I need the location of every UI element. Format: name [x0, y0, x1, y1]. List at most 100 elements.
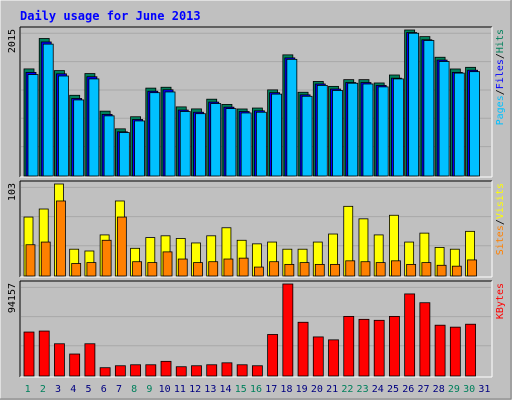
bar-kbytes-day-19 [297, 321, 309, 377]
bar-pages-day-3 [58, 75, 69, 177]
y-max-label: 94157 [7, 283, 18, 313]
day-label-9: 9 [146, 384, 152, 395]
bar-kbytes-day-30 [465, 323, 476, 377]
bar-kbytes-day-24 [373, 319, 385, 377]
legend-entry: Files [495, 59, 506, 89]
bar-kbytes-day-16 [251, 365, 263, 377]
day-label-8: 8 [131, 384, 137, 395]
day-label-14: 14 [220, 384, 232, 395]
legend-entry: KBytes [495, 283, 506, 319]
bar-sites-day-16 [253, 266, 264, 277]
day-label-1: 1 [25, 384, 31, 395]
bar-pages-day-1 [27, 74, 39, 177]
bar-kbytes-day-11 [175, 366, 187, 377]
bar-pages-day-5 [88, 78, 100, 177]
day-label-2: 2 [40, 384, 46, 395]
bar-pages-day-24 [377, 86, 389, 177]
bar-kbytes-day-18 [282, 283, 294, 377]
bar-kbytes-day-13 [206, 364, 218, 377]
bar-kbytes-day-15 [236, 364, 248, 377]
bar-pages-day-26 [408, 32, 420, 177]
day-label-7: 7 [116, 384, 122, 395]
legend-entry: / [495, 219, 506, 225]
bar-sites-day-27 [421, 262, 432, 277]
bar-pages-day-2 [42, 43, 54, 177]
day-label-20: 20 [311, 384, 323, 395]
bar-kbytes-day-3 [54, 343, 65, 377]
bar-pages-day-6 [103, 115, 115, 177]
day-label-28: 28 [433, 384, 445, 395]
bar-kbytes-day-12 [191, 365, 202, 377]
bar-pages-day-21 [332, 90, 343, 177]
bar-pages-day-10 [164, 91, 176, 177]
bar-kbytes-day-21 [328, 339, 339, 377]
bar-kbytes-day-28 [434, 324, 446, 377]
bar-sites-day-25 [391, 260, 401, 277]
bar-pages-day-22 [347, 82, 359, 177]
bar-pages-day-15 [240, 112, 252, 177]
day-label-29: 29 [448, 384, 460, 395]
legend-entry: Visits [495, 183, 506, 219]
bar-kbytes-day-25 [389, 315, 400, 377]
bar-pages-day-20 [316, 85, 328, 177]
bar-pages-day-13 [210, 103, 222, 177]
bar-pages-day-25 [393, 78, 404, 177]
bar-sites-day-10 [162, 251, 173, 277]
bar-kbytes-day-6 [99, 367, 111, 377]
day-label-23: 23 [357, 384, 369, 395]
bar-sites-day-4 [71, 263, 82, 277]
bar-kbytes-day-4 [69, 353, 81, 377]
bar-pages-day-18 [286, 58, 298, 177]
legend-entry: / [495, 89, 506, 95]
bar-sites-day-9 [147, 262, 158, 277]
bar-kbytes-day-26 [404, 293, 416, 377]
bar-sites-day-20 [314, 263, 325, 277]
day-label-24: 24 [372, 384, 384, 395]
y-max-label: 2015 [7, 29, 18, 53]
legend-panel-2: Sites/Visits [495, 183, 506, 255]
panel-kbytes: 94157 [7, 280, 493, 378]
bar-sites-day-28 [436, 264, 447, 277]
legend-entry: Hits [495, 29, 506, 53]
bar-sites-day-24 [375, 262, 386, 277]
bar-kbytes-day-9 [145, 364, 157, 377]
bar-kbytes-day-14 [221, 362, 233, 377]
bar-sites-day-7 [116, 216, 127, 277]
bar-pages-day-16 [255, 111, 267, 177]
day-label-5: 5 [86, 384, 92, 395]
day-label-19: 19 [296, 384, 308, 395]
bar-sites-day-14 [223, 258, 234, 277]
bar-pages-day-17 [271, 93, 283, 177]
legend-panel-3: KBytes [495, 283, 506, 319]
bar-pages-day-11 [179, 111, 191, 177]
bar-sites-day-2 [40, 241, 51, 277]
bar-pages-day-8 [134, 120, 145, 177]
bar-sites-day-30 [467, 259, 477, 277]
bar-sites-day-5 [86, 262, 97, 277]
bar-pages-day-4 [73, 99, 85, 177]
day-label-27: 27 [417, 384, 429, 395]
day-label-16: 16 [250, 384, 262, 395]
bar-kbytes-day-20 [312, 336, 324, 377]
bar-sites-day-1 [25, 244, 36, 277]
bar-sites-day-3 [56, 200, 66, 277]
bar-pages-day-9 [149, 92, 161, 177]
day-label-22: 22 [341, 384, 353, 395]
day-label-31: 31 [478, 384, 490, 395]
bar-sites-day-6 [101, 239, 112, 277]
legend-panel-1: Pages/Files/Hits [495, 29, 506, 125]
panel-pages-files-hits: 2015 [7, 26, 493, 178]
bar-pages-day-19 [301, 95, 313, 177]
bar-kbytes-day-17 [267, 334, 279, 377]
bar-sites-day-15 [238, 257, 249, 277]
bar-sites-day-8 [132, 261, 142, 277]
bar-sites-day-19 [299, 262, 310, 277]
bar-sites-day-22 [345, 260, 356, 277]
bar-sites-day-17 [269, 261, 280, 277]
day-label-25: 25 [387, 384, 399, 395]
day-label-21: 21 [326, 384, 338, 395]
bar-kbytes-day-1 [23, 331, 35, 377]
bar-kbytes-day-29 [449, 326, 461, 377]
bar-pages-day-14 [225, 108, 237, 177]
panel-visits-sites: 103 [7, 180, 493, 278]
